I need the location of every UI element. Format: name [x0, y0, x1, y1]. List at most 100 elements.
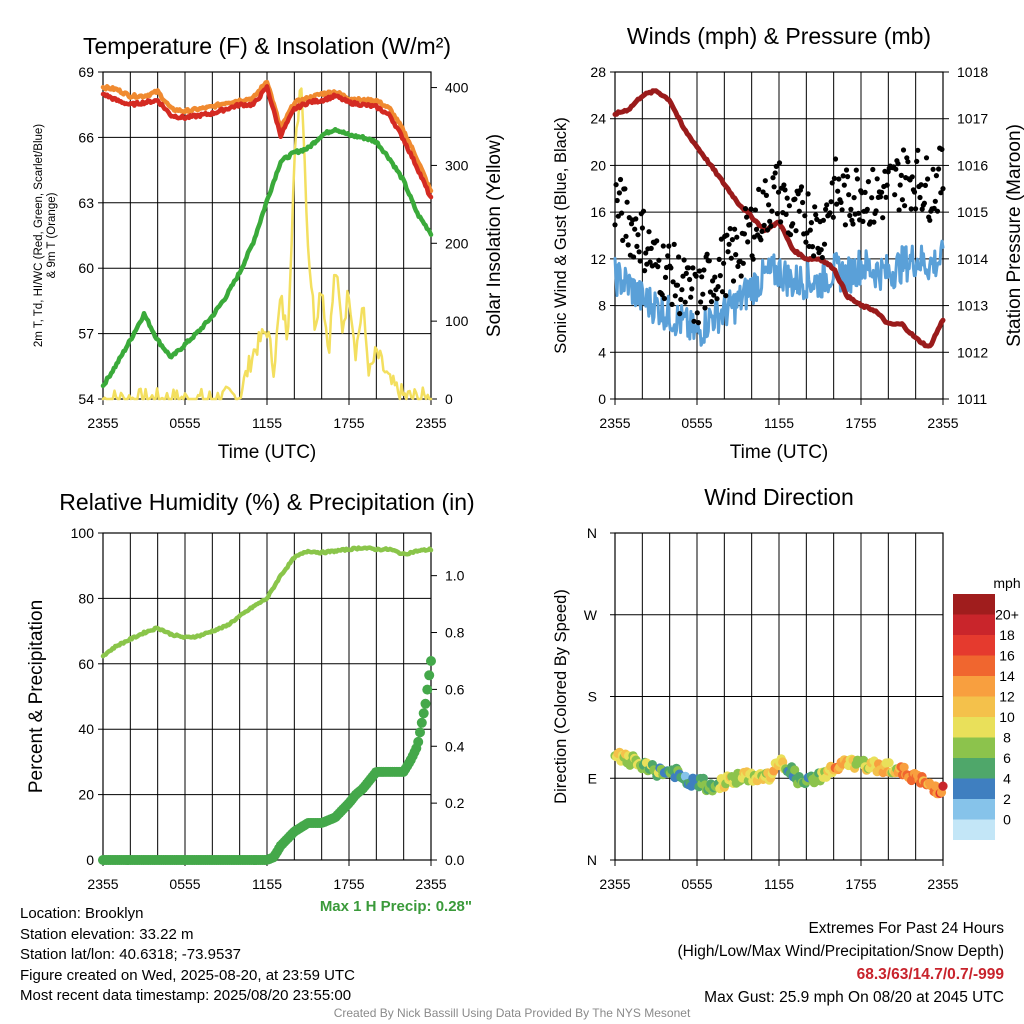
gust-point — [615, 213, 621, 219]
x-tick-label: 1755 — [845, 876, 876, 892]
y2-tick-label: 300 — [445, 157, 469, 173]
gust-point — [921, 200, 928, 206]
gust-point — [831, 175, 838, 181]
gust-point — [873, 208, 879, 214]
gust-point — [689, 286, 695, 292]
gust-point — [880, 215, 886, 221]
x-tick-label: 2355 — [415, 876, 446, 892]
gust-point — [759, 228, 765, 234]
gust-point — [813, 212, 819, 218]
gust-point — [793, 228, 799, 234]
gust-point — [897, 182, 903, 188]
gust-point — [829, 180, 835, 186]
y-tick-label: 12 — [590, 251, 606, 267]
gust-point — [919, 206, 925, 212]
gust-point — [877, 194, 884, 200]
gust-point — [819, 254, 825, 261]
gust-point — [782, 187, 788, 193]
precip-point — [415, 727, 425, 738]
gust-point — [803, 239, 809, 245]
gust-point — [748, 206, 754, 212]
x-tick-label: 1755 — [845, 415, 876, 431]
precip-point — [422, 684, 433, 695]
y-tick-label: N — [587, 525, 597, 541]
location-text: Location: Brooklyn — [20, 905, 144, 922]
gust-point — [724, 232, 730, 238]
legend-label: 6 — [1003, 750, 1011, 766]
legend-title: mph — [993, 575, 1020, 591]
y-tick-label: 60 — [78, 260, 94, 276]
gust-point — [700, 291, 706, 297]
gust-point — [624, 199, 630, 205]
legend-swatch — [953, 594, 995, 615]
gust-point — [883, 194, 889, 200]
gust-point — [811, 253, 817, 259]
y2-tick-label: 400 — [445, 80, 469, 96]
gust-point — [635, 232, 641, 238]
gust-point — [895, 161, 901, 167]
gust-point — [636, 249, 642, 255]
gust-point — [648, 245, 654, 251]
gust-point — [787, 232, 794, 238]
gust-point — [940, 186, 946, 192]
gust-point — [898, 172, 904, 178]
x-tick-label: 1755 — [333, 876, 364, 892]
gust-point — [939, 146, 945, 152]
gust-point — [659, 292, 665, 298]
gust-point — [631, 254, 637, 260]
gust-point — [854, 176, 861, 182]
gust-point — [934, 208, 941, 214]
gust-point — [617, 176, 624, 183]
y-tick-label: 57 — [78, 326, 94, 342]
y-tick-label: 80 — [78, 590, 94, 606]
legend-label: 12 — [999, 689, 1015, 705]
latlon-text: Station lat/lon: 40.6318; -73.9537 — [20, 946, 242, 963]
gust-point — [838, 199, 844, 205]
y-tick-label: 40 — [78, 721, 94, 737]
gust-point — [766, 202, 772, 208]
gust-point — [820, 217, 827, 223]
gust-point — [812, 204, 818, 210]
gust-point — [936, 166, 942, 172]
y2-tick-label: 0.2 — [445, 795, 465, 811]
gust-point — [930, 166, 936, 172]
gust-point — [723, 293, 729, 299]
gust-point — [661, 295, 668, 302]
gust-point — [915, 147, 921, 153]
gust-point — [768, 223, 774, 229]
gust-point — [871, 219, 877, 225]
gust-point — [688, 294, 694, 300]
y2-tick-label: 1013 — [957, 298, 988, 314]
legend-label: 14 — [999, 668, 1015, 684]
gust-point — [711, 292, 717, 298]
gust-point — [695, 320, 702, 326]
solar-insolation-line — [101, 87, 433, 401]
y2-tick-label: 100 — [445, 313, 469, 329]
gust-point — [642, 268, 648, 274]
temperature-chart: 2355 0555 1155 1755 2355 Temperature (F) & In… — [33, 33, 505, 463]
gust-point — [893, 166, 899, 172]
y2-axis-label: Solar Insolation (Yellow) — [484, 134, 505, 337]
gust-point — [710, 278, 716, 284]
y2-tick-label: 200 — [445, 235, 469, 251]
x-tick-label: 2355 — [927, 415, 958, 431]
gust-point — [670, 279, 676, 285]
legend-swatch — [953, 717, 995, 738]
gust-point — [660, 243, 666, 249]
gust-point — [781, 182, 787, 188]
x-tick-label: 0555 — [169, 415, 200, 431]
gust-point — [740, 260, 746, 266]
gust-point — [729, 237, 736, 243]
gust-point — [632, 226, 638, 232]
winds-chart: 2355 0555 1155 1755 2355 Winds (mph) & Pressu… — [552, 23, 1024, 463]
precip-point — [416, 717, 427, 728]
legend-label: 2 — [1003, 791, 1011, 807]
gust-point — [764, 227, 771, 233]
gust-point — [786, 203, 793, 209]
gust-point — [619, 210, 625, 216]
gust-point — [758, 237, 764, 243]
y-tick-label: 54 — [78, 391, 94, 407]
gust-point — [646, 229, 652, 235]
gust-point — [738, 273, 744, 279]
gust-point — [821, 241, 828, 247]
